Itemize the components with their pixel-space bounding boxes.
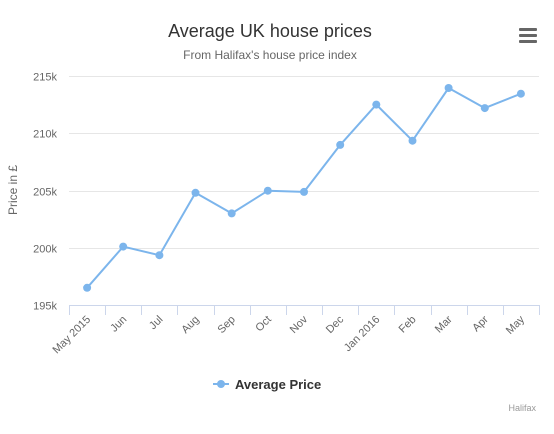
data-point[interactable] [263, 186, 272, 195]
y-axis-label: Price in £ [6, 165, 20, 215]
data-point[interactable] [408, 136, 417, 145]
x-tick-label: May 2015 [51, 314, 94, 357]
legend-point-marker [217, 380, 225, 388]
hamburger-menu-icon[interactable] [515, 24, 541, 46]
y-tick-label: 215k [33, 72, 57, 84]
data-point[interactable] [119, 242, 128, 251]
x-tick-label: Nov [288, 313, 311, 336]
credits[interactable]: Halifax [508, 403, 536, 413]
data-point[interactable] [155, 251, 164, 260]
x-tick-label: Feb [397, 314, 419, 336]
x-tick-label: Dec [324, 313, 347, 336]
data-point[interactable] [191, 188, 200, 197]
data-point[interactable] [516, 89, 525, 98]
y-tick-label: 200k [33, 244, 57, 256]
data-point[interactable] [227, 209, 236, 218]
x-tick-label: Sep [215, 314, 237, 336]
x-tick-label: Mar [433, 313, 455, 335]
x-tick-label: Jan 2016 [342, 314, 382, 354]
data-point[interactable] [300, 187, 308, 196]
x-tick-label: Oct [253, 314, 274, 335]
legend-item-label[interactable]: Average Price [235, 377, 321, 392]
data-point[interactable] [336, 140, 345, 149]
data-point[interactable] [372, 100, 381, 109]
x-tick-label: Jun [108, 314, 129, 335]
x-tick-label: May [504, 313, 528, 337]
axis-layer: 195k 200k 205k 210k 215k May 2015 Jun Jul Aug Sep… [33, 72, 540, 357]
x-tick-label: Aug [179, 314, 201, 336]
y-tick-label: 205k [33, 187, 57, 199]
x-tick-label: Jul [147, 314, 165, 332]
legend[interactable]: Average Price [213, 377, 321, 392]
y-tick-label: 210k [33, 129, 57, 141]
data-point[interactable] [444, 84, 453, 92]
chart-subtitle: From Halifax's house price index [183, 48, 357, 62]
y-tick-label: 195k [33, 301, 57, 313]
chart-title: Average UK house prices [168, 21, 372, 41]
data-point[interactable] [83, 283, 92, 292]
series-layer [83, 84, 525, 292]
data-point[interactable] [480, 104, 489, 113]
x-tick-label: Apr [470, 313, 491, 334]
